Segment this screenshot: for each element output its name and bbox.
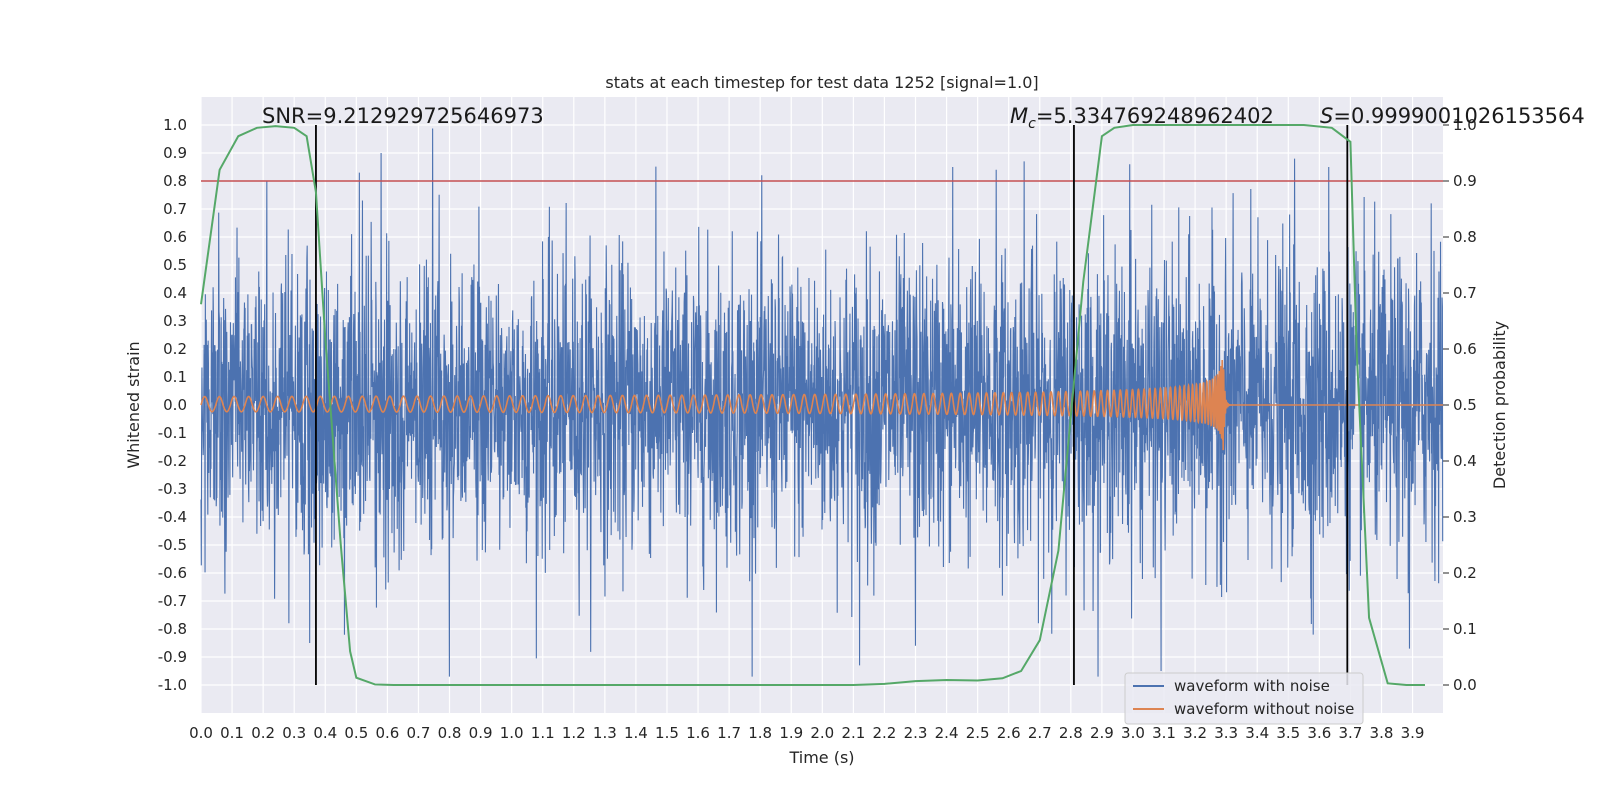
legend: waveform with noise waveform without noi… xyxy=(1124,672,1364,725)
y2-tick-labels: 1.0 0.9 0.8 0.7 0.6 0.5 0.4 0.3 0.2 0.1 0.0 xyxy=(1443,116,1477,694)
y-tick-label: -0.5 xyxy=(158,536,187,554)
overlay xyxy=(200,124,1443,686)
s-value: =0.9999001026153564 xyxy=(1333,104,1584,128)
x-tick-label: 3.9 xyxy=(1401,724,1425,742)
x-tick-label: 1.9 xyxy=(779,724,803,742)
y-tick-label: -0.7 xyxy=(158,592,187,610)
y-tick-label: 0.0 xyxy=(163,396,187,414)
x-tick-label: 2.4 xyxy=(935,724,959,742)
x-tick-label: 3.4 xyxy=(1245,724,1269,742)
x-tick-label: 3.5 xyxy=(1276,724,1300,742)
x-tick-label: 2.0 xyxy=(810,724,834,742)
y-tick-label: 0.6 xyxy=(163,228,187,246)
x-tick-label: 0.6 xyxy=(375,724,399,742)
mc-value: =5.334769248962402 xyxy=(1036,104,1274,128)
x-tick-label: 2.3 xyxy=(904,724,928,742)
y-tick-label: -0.6 xyxy=(158,564,187,582)
x-tick-label: 2.2 xyxy=(873,724,897,742)
x-tick-label: 3.7 xyxy=(1338,724,1362,742)
x-tick-label: 2.5 xyxy=(966,724,990,742)
x-tick-label: 2.9 xyxy=(1090,724,1114,742)
legend-label-clean: waveform without noise xyxy=(1174,700,1354,718)
mc-annotation: Mc=5.334769248962402 xyxy=(1010,104,1274,132)
x-tick-label: 2.7 xyxy=(1028,724,1052,742)
x-tick-label: 1.7 xyxy=(717,724,741,742)
y-tick-label: -0.8 xyxy=(158,620,187,638)
mc-symbol: M xyxy=(1010,104,1028,128)
y-tick-label: -0.9 xyxy=(158,648,187,666)
x-tick-label: 0.8 xyxy=(438,724,462,742)
x-tick-label: 3.2 xyxy=(1183,724,1207,742)
plot-area xyxy=(200,124,1444,686)
y-tick-label: 0.2 xyxy=(163,340,187,358)
y2-tick-label: 0.1 xyxy=(1453,620,1477,638)
y2-tick-label: 0.9 xyxy=(1453,172,1477,190)
y-tick-label: 0.9 xyxy=(163,144,187,162)
y-tick-label: 0.4 xyxy=(163,284,187,302)
y-tick-label: 0.1 xyxy=(163,368,187,386)
x-tick-label: 1.2 xyxy=(562,724,586,742)
noise-waveform-line xyxy=(200,128,1444,677)
y2-tick-label: 0.8 xyxy=(1453,228,1477,246)
clean-waveform-line xyxy=(200,360,1443,451)
x-tick-label: 1.5 xyxy=(655,724,679,742)
y2-tick-label: 1.0 xyxy=(1453,116,1477,134)
y2-tick-label: 0.2 xyxy=(1453,564,1477,582)
y2-axis-label: Detection probability xyxy=(1490,321,1509,489)
y-tick-label: 0.8 xyxy=(163,172,187,190)
y-tick-label: 0.5 xyxy=(163,256,187,274)
y-tick-label: -0.1 xyxy=(158,424,187,442)
mc-subscript: c xyxy=(1028,116,1036,132)
x-tick-label: 1.3 xyxy=(593,724,617,742)
legend-box xyxy=(1124,672,1364,725)
x-tick-label: 1.1 xyxy=(531,724,555,742)
y-tick-label: -0.3 xyxy=(158,480,187,498)
y-tick-labels: 1.0 0.9 0.8 0.7 0.6 0.5 0.4 0.3 0.2 0.1 0.0 -0.1 -0.… xyxy=(158,116,187,694)
y2-tick-label: 0.6 xyxy=(1453,340,1477,358)
x-tick-label: 2.8 xyxy=(1059,724,1083,742)
x-tick-label: 0.2 xyxy=(251,724,275,742)
y-tick-label: -0.2 xyxy=(158,452,187,470)
y-tick-label: 0.3 xyxy=(163,312,187,330)
y-tick-label: 1.0 xyxy=(163,116,187,134)
x-tick-labels: 0.0 0.1 0.2 0.3 0.4 0.5 0.6 0.7 0.8 0.9 1.0 1.1 1.2 1… xyxy=(189,724,1424,742)
y2-tick-label: 0.0 xyxy=(1453,676,1477,694)
x-tick-label: 0.0 xyxy=(189,724,213,742)
y-tick-label: -1.0 xyxy=(158,676,187,694)
x-tick-label: 1.0 xyxy=(500,724,524,742)
s-symbol: S xyxy=(1320,104,1333,128)
x-tick-label: 3.6 xyxy=(1307,724,1331,742)
y2-tick-label: 0.5 xyxy=(1453,396,1477,414)
x-tick-label: 3.0 xyxy=(1121,724,1145,742)
x-tick-label: 0.1 xyxy=(220,724,244,742)
x-axis-label: Time (s) xyxy=(788,748,854,767)
noise-series xyxy=(200,128,1444,677)
x-tick-label: 0.4 xyxy=(313,724,337,742)
x-tick-label: 0.3 xyxy=(282,724,306,742)
x-tick-label: 2.1 xyxy=(841,724,865,742)
x-tick-label: 1.6 xyxy=(686,724,710,742)
x-tick-label: 1.4 xyxy=(624,724,648,742)
x-tick-label: 3.1 xyxy=(1152,724,1176,742)
y-tick-label: -0.4 xyxy=(158,508,187,526)
y-axis-label: Whitened strain xyxy=(124,341,143,468)
x-tick-label: 2.6 xyxy=(997,724,1021,742)
y2-tick-label: 0.3 xyxy=(1453,508,1477,526)
x-tick-label: 0.5 xyxy=(344,724,368,742)
x-tick-label: 0.7 xyxy=(407,724,431,742)
s-annotation: S=0.9999001026153564 xyxy=(1320,104,1585,128)
snr-annotation: SNR=9.212929725646973 xyxy=(262,104,544,128)
y2-tick-label: 0.7 xyxy=(1453,284,1477,302)
y2-tick-label: 0.4 xyxy=(1453,452,1477,470)
x-tick-label: 3.3 xyxy=(1214,724,1238,742)
chart-title: stats at each timestep for test data 125… xyxy=(605,73,1038,92)
x-tick-label: 0.9 xyxy=(469,724,493,742)
x-tick-label: 3.8 xyxy=(1370,724,1394,742)
clean-series xyxy=(200,360,1443,451)
legend-label-noise: waveform with noise xyxy=(1174,677,1330,695)
y-tick-label: 0.7 xyxy=(163,200,187,218)
x-tick-label: 1.8 xyxy=(748,724,772,742)
detection-probability-line xyxy=(200,124,1425,686)
